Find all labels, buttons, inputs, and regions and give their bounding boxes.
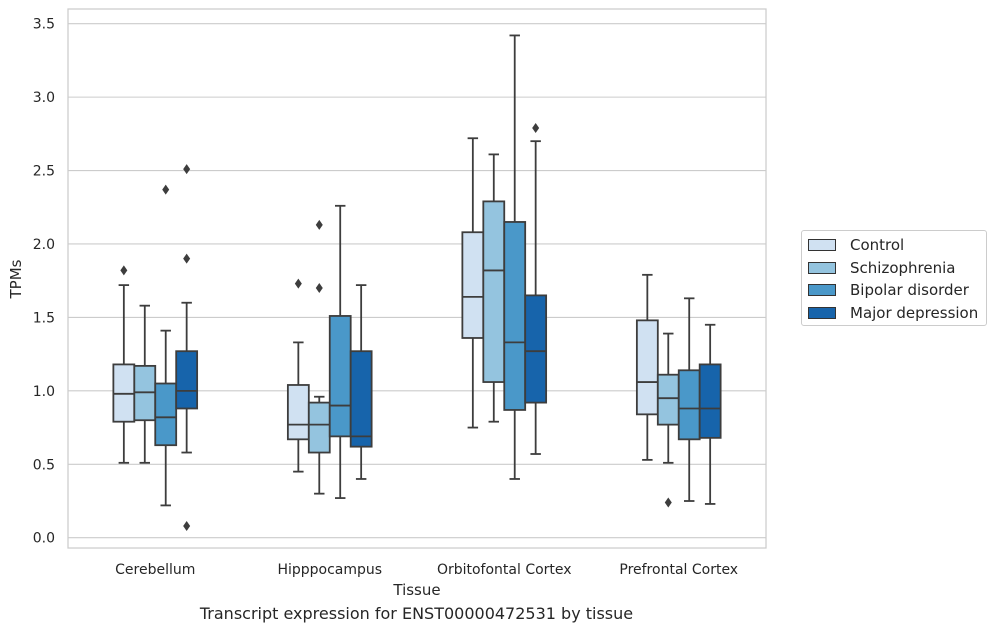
box	[286, 384, 310, 441]
box-series	[112, 34, 722, 531]
outlier-point	[664, 497, 672, 508]
y-tick-label: 3.0	[33, 90, 55, 106]
outlier-point	[183, 253, 191, 264]
y-tick-label: 1.0	[33, 384, 55, 400]
box	[175, 350, 199, 410]
legend-item-major-depression: Major depression	[808, 304, 978, 322]
plot-frame	[67, 8, 767, 549]
legend-swatch-bipolar-disorder	[808, 284, 836, 296]
box	[503, 221, 527, 411]
legend-label-schizophrenia: Schizophrenia	[850, 259, 956, 277]
box	[307, 401, 331, 454]
y-tick-label: 2.5	[33, 164, 55, 180]
y-tick-label: 2.0	[33, 237, 55, 253]
legend: Control Schizophrenia Bipolar disorder M…	[801, 230, 987, 326]
box	[349, 350, 373, 448]
outlier-point	[183, 520, 191, 531]
y-tick-label: 0.0	[33, 531, 55, 547]
outlier-point	[532, 122, 540, 133]
outlier-point	[294, 278, 302, 289]
x-tick-label: Prefrontal Cortex	[619, 562, 738, 578]
box	[461, 231, 485, 339]
box	[154, 382, 178, 447]
legend-swatch-control	[808, 239, 836, 251]
box	[635, 319, 659, 416]
legend-swatch-major-depression	[808, 307, 836, 319]
x-axis-label: Tissue	[392, 581, 440, 599]
y-tick-label: 0.5	[33, 457, 55, 473]
box	[328, 315, 352, 438]
y-tick-label: 1.5	[33, 310, 55, 326]
box	[656, 373, 680, 426]
gridlines	[68, 23, 766, 539]
box	[698, 363, 722, 439]
outlier-point	[183, 164, 191, 175]
legend-swatch-schizophrenia	[808, 262, 836, 274]
outlier-point	[162, 184, 170, 195]
legend-item-schizophrenia: Schizophrenia	[808, 259, 955, 277]
box	[482, 200, 506, 383]
x-tick-label: Hipppocampus	[277, 562, 382, 578]
legend-item-bipolar-disorder: Bipolar disorder	[808, 281, 969, 299]
box	[677, 369, 701, 441]
outlier-point	[120, 265, 128, 276]
legend-label-major-depression: Major depression	[850, 304, 979, 322]
x-tick-label: Cerebellum	[115, 562, 195, 578]
x-tick-label: Orbitofontal Cortex	[437, 562, 572, 578]
outlier-point	[315, 283, 323, 294]
legend-label-bipolar-disorder: Bipolar disorder	[850, 281, 969, 299]
box	[524, 294, 548, 404]
outlier-point	[315, 219, 323, 230]
legend-item-control: Control	[808, 236, 904, 254]
legend-label-control: Control	[850, 236, 905, 254]
chart-caption: Transcript expression for ENST0000047253…	[199, 604, 634, 623]
y-tick-label: 3.5	[33, 17, 55, 33]
y-tick-labels: 0.0 0.5 1.0 1.5 2.0 2.5 3.0 3.5	[33, 17, 55, 547]
x-tick-labels: Cerebellum Hipppocampus Orbitofontal Corte…	[115, 562, 738, 578]
y-axis-label: TPMs	[7, 259, 25, 299]
